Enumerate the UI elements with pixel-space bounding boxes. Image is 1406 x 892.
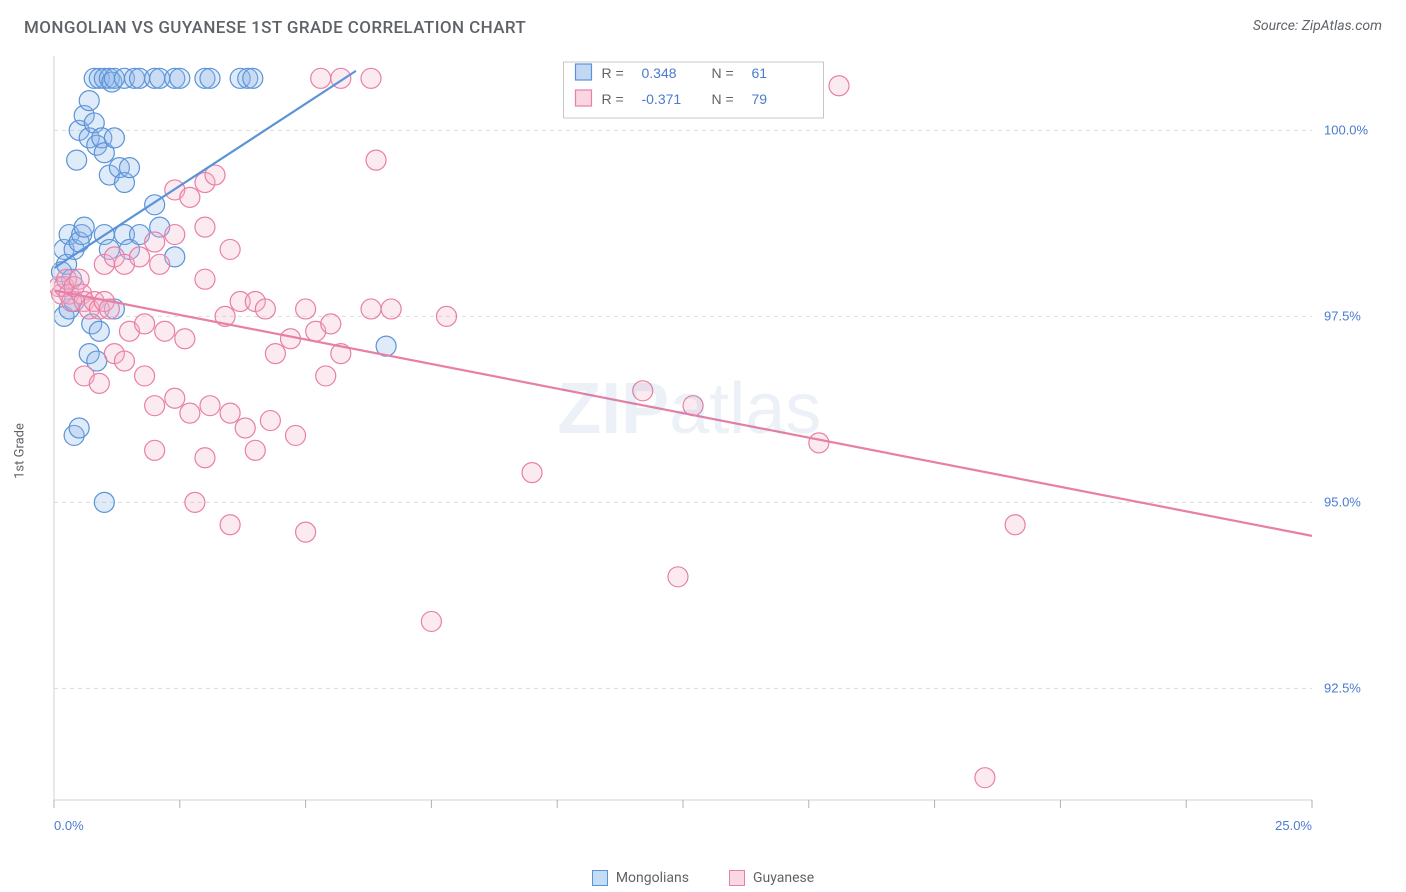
data-point xyxy=(89,373,109,393)
data-point xyxy=(175,329,195,349)
data-point xyxy=(150,254,170,274)
data-point xyxy=(316,366,336,386)
data-point xyxy=(79,91,99,111)
legend-r-value: 0.348 xyxy=(641,65,676,81)
data-point xyxy=(260,411,280,431)
data-point xyxy=(633,381,653,401)
data-point xyxy=(67,150,87,170)
data-point xyxy=(421,611,441,631)
data-point xyxy=(296,299,316,319)
data-point xyxy=(436,306,456,326)
data-point xyxy=(185,492,205,512)
data-point xyxy=(145,440,165,460)
data-point xyxy=(220,239,240,259)
data-point xyxy=(180,403,200,423)
data-point xyxy=(245,440,265,460)
data-point xyxy=(361,299,381,319)
legend-r-value: -0.371 xyxy=(641,91,681,107)
data-point xyxy=(829,76,849,96)
data-point xyxy=(195,269,215,289)
data-point xyxy=(155,321,175,341)
data-point xyxy=(361,68,381,88)
data-point xyxy=(321,314,341,334)
data-point xyxy=(94,492,114,512)
chart-area: 1st Grade 0.0%25.0%92.5%95.0%97.5%100.0%… xyxy=(50,50,1382,852)
legend-item: Mongolians xyxy=(592,870,689,886)
x-tick-label: 25.0% xyxy=(1275,818,1312,833)
y-tick-label: 95.0% xyxy=(1324,494,1361,509)
data-point xyxy=(220,403,240,423)
y-tick-label: 97.5% xyxy=(1324,308,1361,323)
y-tick-label: 92.5% xyxy=(1324,680,1361,695)
legend-label: Mongolians xyxy=(616,870,689,886)
chart-title: MONGOLIAN VS GUYANESE 1ST GRADE CORRELAT… xyxy=(24,18,526,38)
data-point xyxy=(74,217,94,237)
legend-n-value: 79 xyxy=(751,91,767,107)
legend-swatch xyxy=(575,90,591,106)
source-attribution: Source: ZipAtlas.com xyxy=(1253,18,1382,34)
legend-r-label: R = xyxy=(601,91,623,107)
data-point xyxy=(522,463,542,483)
bottom-legend: Mongolians Guyanese xyxy=(0,870,1406,886)
y-tick-label: 100.0% xyxy=(1324,122,1369,137)
data-point xyxy=(180,187,200,207)
data-point xyxy=(235,418,255,438)
data-point xyxy=(145,232,165,252)
data-point xyxy=(145,396,165,416)
data-point xyxy=(668,567,688,587)
data-point xyxy=(311,68,331,88)
data-point xyxy=(135,314,155,334)
data-point xyxy=(243,68,263,88)
scatter-plot: 0.0% 25.0% 92.5% 95.0% 97.5% 100.0% R = 0.348 N … xyxy=(50,50,1382,852)
data-point xyxy=(195,448,215,468)
legend-r-label: R = xyxy=(601,65,623,81)
data-point xyxy=(119,158,139,178)
data-point xyxy=(265,344,285,364)
data-point xyxy=(130,247,150,267)
data-point xyxy=(200,68,220,88)
data-point xyxy=(195,217,215,237)
data-point xyxy=(165,388,185,408)
data-point xyxy=(220,515,240,535)
data-point xyxy=(381,299,401,319)
x-tick-label: 0.0% xyxy=(54,818,84,833)
legend-item: Guyanese xyxy=(729,870,814,886)
legend-n-label: N = xyxy=(711,91,733,107)
trendline xyxy=(54,290,1312,536)
data-point xyxy=(286,425,306,445)
legend-swatch xyxy=(592,870,608,886)
data-point xyxy=(255,299,275,319)
legend-label: Guyanese xyxy=(753,870,814,886)
data-point xyxy=(165,225,185,245)
legend-swatch xyxy=(575,64,591,80)
data-point xyxy=(69,418,89,438)
legend-n-value: 61 xyxy=(751,65,767,81)
chart-header: MONGOLIAN VS GUYANESE 1ST GRADE CORRELAT… xyxy=(0,0,1406,46)
data-point xyxy=(975,768,995,788)
legend-n-label: N = xyxy=(711,65,733,81)
data-point xyxy=(114,351,134,371)
data-point xyxy=(89,321,109,341)
legend-swatch xyxy=(729,870,745,886)
data-point xyxy=(135,366,155,386)
data-point xyxy=(809,433,829,453)
data-point xyxy=(366,150,386,170)
data-point xyxy=(170,68,190,88)
data-point xyxy=(104,128,124,148)
y-axis-label: 1st Grade xyxy=(13,423,28,479)
data-point xyxy=(1005,515,1025,535)
data-point xyxy=(296,522,316,542)
data-point xyxy=(200,396,220,416)
